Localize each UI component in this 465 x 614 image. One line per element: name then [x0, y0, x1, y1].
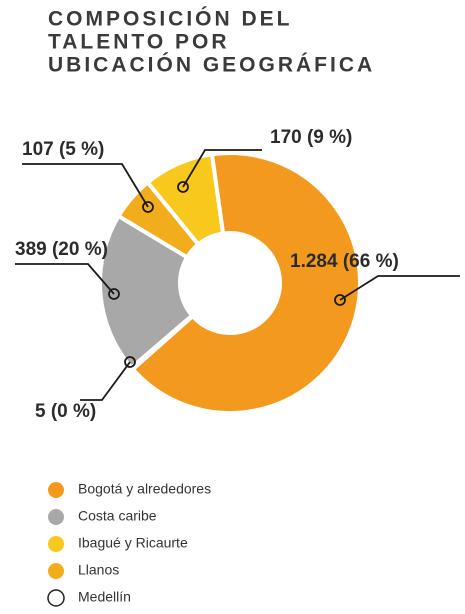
leader-line: [339, 275, 460, 301]
title-line: UBICACIÓN GEOGRÁFICA: [48, 53, 375, 77]
legend-swatch: [48, 482, 64, 498]
legend-swatch: [47, 589, 65, 607]
data-label: 170 (9 %): [270, 127, 352, 148]
legend-swatch: [48, 509, 64, 525]
legend-label: Llanos: [78, 562, 119, 578]
title-line: TALENTO POR: [48, 31, 230, 54]
data-label: 1.284 (66 %): [290, 251, 399, 272]
leader-line: [15, 263, 115, 295]
leader-dot: [334, 294, 346, 306]
leader-dot: [108, 288, 120, 300]
data-label: 107 (5 %): [22, 139, 104, 160]
slice: [144, 152, 226, 248]
title: COMPOSICIÓN DEL TALENTO POR UBICACIÓN GE…: [48, 7, 375, 77]
legend-label: Costa caribe: [78, 508, 157, 524]
legend-label: Medellín: [78, 589, 131, 605]
legend-label: Bogotá y alrededores: [78, 481, 211, 497]
slice: [98, 213, 195, 371]
leader-line: [182, 149, 262, 188]
leader-dot: [124, 356, 136, 368]
leader-dot: [177, 181, 189, 193]
data-label: 5 (0 %): [35, 401, 96, 422]
leader-line: [80, 361, 131, 401]
title-line: COMPOSICIÓN DEL: [48, 7, 293, 31]
legend-swatch: [48, 563, 64, 579]
slice: [129, 151, 362, 415]
legend-label: Ibagué y Ricaurte: [78, 535, 188, 551]
data-label: 389 (20 %): [15, 239, 108, 260]
leader-line: [22, 163, 149, 208]
legend-swatch: [48, 536, 64, 552]
leader-dot: [142, 201, 154, 213]
